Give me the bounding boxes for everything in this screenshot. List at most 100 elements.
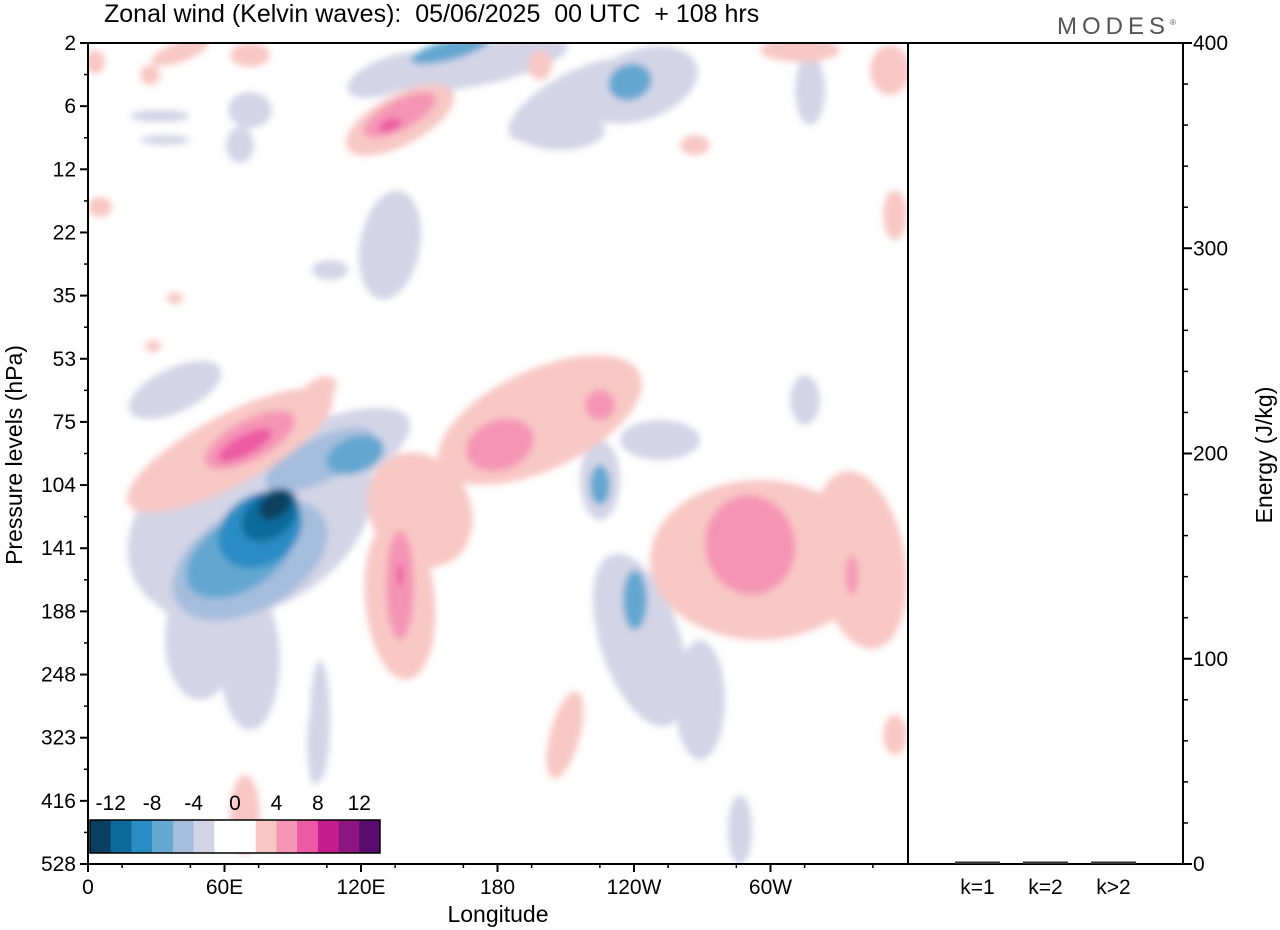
energy-tick-label: 200 bbox=[1193, 443, 1228, 466]
colorbar-label: 8 bbox=[312, 792, 324, 815]
contour-fill-group bbox=[88, 43, 908, 864]
x-tick-label: 180 bbox=[480, 876, 515, 899]
contour-region-55 bbox=[528, 50, 552, 80]
energy-tick-label: 400 bbox=[1193, 32, 1228, 55]
x-tick-label: 60W bbox=[749, 876, 792, 899]
colorbar-segment bbox=[297, 820, 319, 853]
contour-region-30 bbox=[608, 63, 652, 101]
y-tick-label: 528 bbox=[41, 853, 76, 876]
contour-region-31 bbox=[590, 465, 610, 505]
energy-category-label: k>2 bbox=[1096, 876, 1130, 899]
energy-tick-label: 300 bbox=[1193, 237, 1228, 260]
contour-region-58 bbox=[870, 45, 908, 95]
contour-region-20 bbox=[140, 135, 190, 145]
contour-region-10 bbox=[620, 420, 700, 460]
energy-bar bbox=[1023, 861, 1068, 864]
y-tick-label: 75 bbox=[53, 411, 76, 434]
x-tick-label: 0 bbox=[82, 876, 94, 899]
colorbar-segment bbox=[214, 820, 236, 853]
contour-region-39 bbox=[218, 428, 272, 462]
colorbar-segment bbox=[338, 820, 360, 853]
contour-region-51 bbox=[546, 691, 584, 779]
colorbar-segment bbox=[235, 820, 257, 853]
contour-region-62 bbox=[88, 50, 105, 74]
colorbar-frame bbox=[89, 819, 381, 854]
contour-region-64 bbox=[145, 340, 161, 352]
contour-region-46 bbox=[397, 563, 403, 587]
colorbar: -12 -8 -4 0 4 8 12 bbox=[89, 792, 381, 854]
y-tick-label: 104 bbox=[41, 474, 76, 497]
contour-region-6 bbox=[128, 360, 222, 420]
energy-category-label: k=1 bbox=[960, 876, 994, 899]
contour-region-57 bbox=[680, 135, 710, 155]
colorbar-segment bbox=[255, 820, 277, 853]
brand-name: MODES bbox=[1057, 13, 1171, 40]
y-axis-label: Pressure levels (hPa) bbox=[1, 345, 27, 565]
energy-tick-label: 100 bbox=[1193, 648, 1228, 671]
contour-region-23 bbox=[515, 110, 605, 150]
y-tick-label: 2 bbox=[64, 32, 76, 55]
y-tick-label: 35 bbox=[53, 285, 76, 308]
colorbar-segment bbox=[131, 820, 153, 853]
colorbar-segment bbox=[152, 820, 174, 853]
x-axis-label: Longitude bbox=[447, 901, 548, 927]
colorbar-label: -8 bbox=[143, 792, 162, 815]
y-tick-label: 6 bbox=[64, 95, 76, 118]
brand-mark: ® bbox=[1170, 18, 1176, 27]
contour-region-19 bbox=[130, 110, 190, 122]
contour-region-24 bbox=[728, 795, 752, 864]
energy-bar bbox=[1091, 861, 1136, 864]
contour-region-17 bbox=[228, 92, 272, 128]
colorbar-segment bbox=[110, 820, 132, 853]
contour-region-60 bbox=[88, 197, 112, 217]
contour-region-21 bbox=[790, 375, 820, 425]
chart-title: Zonal wind (Kelvin waves): 05/06/2025 00… bbox=[104, 0, 760, 28]
y-tick-label: 248 bbox=[41, 664, 76, 687]
energy-tick-label: 0 bbox=[1193, 853, 1205, 876]
contour-region-44 bbox=[585, 390, 615, 420]
colorbar-label: 4 bbox=[271, 792, 283, 815]
contour-region-25 bbox=[307, 705, 323, 785]
y-tick-label: 323 bbox=[41, 727, 76, 750]
y-tick-label: 53 bbox=[53, 348, 76, 371]
colorbar-segment bbox=[172, 820, 194, 853]
x-tick-label: 60E bbox=[206, 876, 243, 899]
contour-region-68 bbox=[151, 43, 209, 66]
contour-region-18 bbox=[226, 127, 254, 163]
contour-region-43 bbox=[466, 418, 534, 472]
energy-category-label: k=2 bbox=[1028, 876, 1062, 899]
contour-region-65 bbox=[303, 376, 337, 404]
energy-bars: 0 100 200 300 400 Energy (J/kg) k=1 k=2 k>2 bbox=[955, 32, 1277, 899]
contour-region-7 bbox=[358, 190, 422, 300]
contour-region-32 bbox=[623, 570, 647, 630]
colorbar-segment bbox=[359, 820, 381, 853]
colorbar-label: 0 bbox=[229, 792, 241, 815]
contour-region-12 bbox=[675, 640, 725, 760]
colorbar-label: 12 bbox=[348, 792, 371, 815]
contour-region-54 bbox=[378, 118, 402, 132]
heatmap-contours bbox=[88, 43, 908, 864]
y-tick-label: 22 bbox=[53, 221, 76, 244]
y-tick-label: 12 bbox=[53, 158, 76, 181]
y-tick-label: 188 bbox=[41, 600, 76, 623]
colorbar-label: -4 bbox=[184, 792, 203, 815]
contour-region-48 bbox=[813, 471, 907, 649]
energy-frame bbox=[907, 42, 1184, 865]
contour-region-36 bbox=[259, 490, 291, 520]
x-tick-label: 120W bbox=[607, 876, 662, 899]
y-tick-label: 141 bbox=[41, 537, 76, 560]
x-tick-label: 120E bbox=[336, 876, 385, 899]
contour-region-8 bbox=[312, 260, 348, 280]
colorbar-segment bbox=[193, 820, 215, 853]
energy-bar bbox=[955, 861, 1000, 864]
contour-region-33 bbox=[411, 43, 489, 65]
contour-region-66 bbox=[883, 715, 907, 755]
contour-region-69 bbox=[230, 43, 270, 67]
contour-region-56 bbox=[760, 43, 840, 62]
colorbar-label: -12 bbox=[96, 792, 126, 815]
contour-region-29 bbox=[326, 435, 384, 475]
colorbar-segment bbox=[90, 820, 112, 853]
contour-region-15 bbox=[391, 43, 569, 93]
